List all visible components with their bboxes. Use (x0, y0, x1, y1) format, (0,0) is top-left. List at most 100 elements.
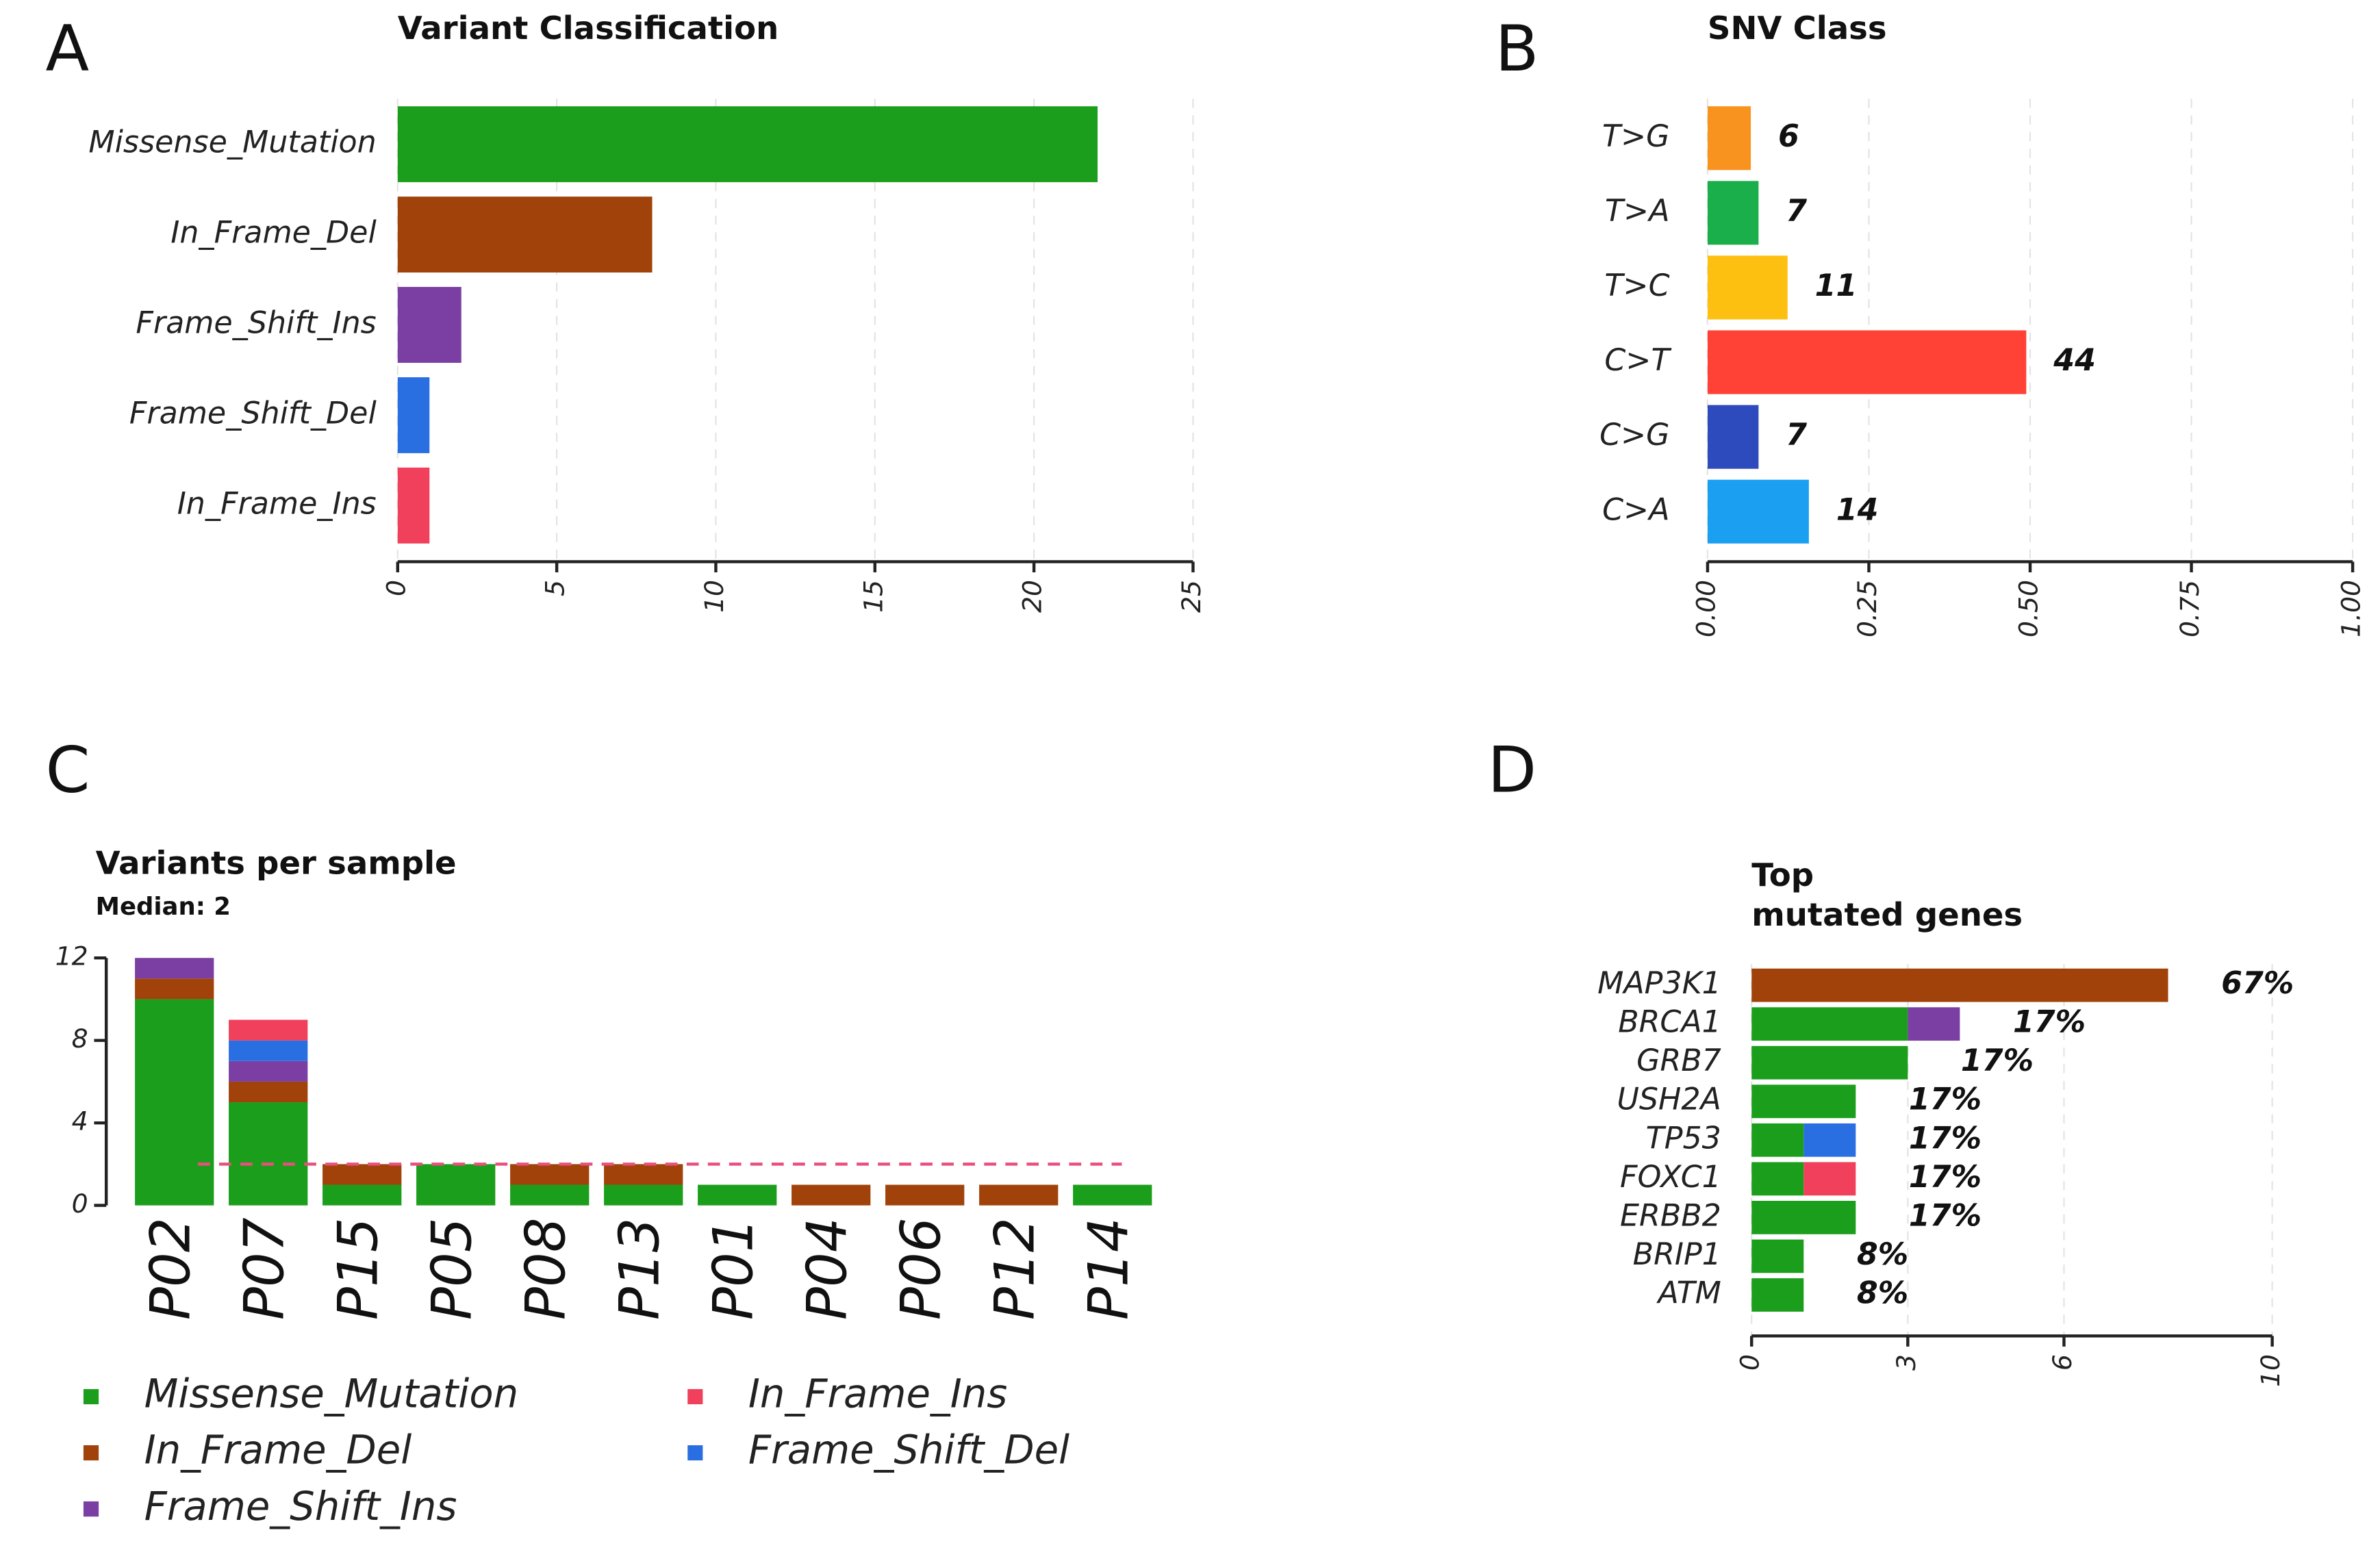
x-tick-label: 0.50 (2014, 580, 2044, 637)
subtitle: Median: 2 (96, 893, 231, 921)
category-label: In_Frame_Del (170, 216, 377, 251)
bar-segment (1751, 1045, 1908, 1080)
bar (1707, 255, 1788, 320)
x-tick-label: P13 (608, 1217, 672, 1320)
data-label: 67% (2221, 966, 2294, 1001)
data-label: 17% (1909, 1160, 1982, 1195)
bar (1707, 330, 2027, 394)
x-tick-label: 0.25 (1852, 580, 1882, 637)
bar-segment (1803, 1123, 1856, 1157)
category-label: MAP3K1 (1597, 966, 1721, 1001)
bar (397, 106, 1098, 183)
bar-segment (510, 1184, 590, 1206)
bar-segment (416, 1164, 496, 1206)
legend-swatch (83, 1445, 99, 1461)
bar-segment (604, 1164, 683, 1185)
bar (397, 467, 430, 544)
bar (1707, 181, 1759, 245)
x-tick-label: 1.00 (2336, 580, 2366, 637)
x-tick-label: 25 (1176, 580, 1206, 613)
legend-swatch (687, 1388, 703, 1405)
y-tick-label: 4 (72, 1106, 88, 1136)
x-tick-label: 5 (540, 580, 570, 596)
category-label: Missense_Mutation (88, 125, 376, 160)
chart-title: Variants per sample (96, 844, 457, 881)
x-tick-label: P12 (983, 1217, 1047, 1320)
x-tick-label: P04 (796, 1217, 859, 1320)
bar-segment (229, 1019, 308, 1041)
data-label: 17% (1961, 1043, 2034, 1078)
data-label: 6 (1778, 119, 1799, 154)
bar-segment (1751, 1239, 1804, 1273)
bar (397, 377, 430, 453)
x-tick-label: P08 (514, 1217, 578, 1320)
data-label: 14 (1836, 492, 1879, 527)
bar-segment (1751, 1123, 1804, 1157)
x-tick-label: 3 (1891, 1354, 1921, 1371)
bar-segment (322, 1184, 402, 1206)
x-tick-label: P02 (139, 1217, 203, 1320)
category-label: BRIP1 (1633, 1237, 1721, 1272)
bar-segment (510, 1164, 590, 1185)
panel-label: C (46, 733, 90, 806)
bar-segment (322, 1164, 402, 1185)
bar-segment (604, 1184, 683, 1206)
chart-title: Variant Classification (398, 10, 778, 47)
category-label: USH2A (1617, 1082, 1721, 1117)
x-tick-label: 20 (1017, 580, 1048, 613)
legend-label: Missense_Mutation (144, 1371, 519, 1417)
bar (1707, 106, 1751, 170)
category-label: ATM (1656, 1275, 1721, 1310)
category-label: ERBB2 (1620, 1198, 1721, 1233)
bar-segment (792, 1184, 871, 1206)
category-label: BRCA1 (1618, 1005, 1721, 1040)
bar-segment (135, 999, 214, 1206)
legend-label: In_Frame_Del (144, 1427, 412, 1473)
data-label: 17% (2013, 1005, 2086, 1040)
category-label: T>A (1605, 194, 1670, 229)
category-label: Frame_Shift_Ins (136, 306, 376, 341)
category-label: Frame_Shift_Del (129, 396, 377, 431)
bar-segment (1751, 1278, 1804, 1312)
bar-segment (229, 1040, 308, 1061)
bar-segment (1751, 1200, 1856, 1234)
x-tick-label: 10 (2255, 1354, 2286, 1387)
category-label: C>G (1599, 418, 1669, 453)
y-tick-label: 12 (55, 941, 88, 971)
y-tick-label: 8 (72, 1024, 88, 1054)
bar-segment (1751, 968, 2168, 1002)
x-tick-label: 0 (381, 580, 411, 596)
x-tick-label: P05 (420, 1217, 484, 1320)
data-label: 8% (1857, 1237, 1908, 1272)
data-label: 17% (1909, 1082, 1982, 1117)
category-label: C>T (1604, 343, 1671, 378)
category-label: T>C (1604, 268, 1669, 303)
x-tick-label: P14 (1077, 1217, 1141, 1320)
bar-segment (229, 1060, 308, 1082)
legend-swatch (83, 1501, 99, 1517)
bar (397, 196, 653, 273)
bar-segment (135, 958, 214, 979)
data-label: 44 (2053, 343, 2096, 378)
legend-swatch (83, 1388, 99, 1405)
bar-segment (698, 1184, 777, 1206)
x-tick-label: 10 (699, 580, 729, 613)
category-label: In_Frame_Ins (177, 486, 377, 521)
x-tick-label: P15 (327, 1217, 390, 1320)
category-label: C>A (1602, 492, 1669, 527)
x-tick-label: P06 (889, 1217, 953, 1320)
bar-segment (1073, 1184, 1152, 1206)
legend-swatch (687, 1445, 703, 1461)
bar-segment (1751, 1084, 1856, 1119)
category-label: TP53 (1646, 1121, 1721, 1156)
chart-title: Top (1751, 856, 1814, 893)
bar (1707, 479, 1809, 544)
panel-label: A (46, 12, 90, 86)
bar-segment (1908, 1007, 1960, 1041)
legend-label: Frame_Shift_Ins (144, 1483, 457, 1529)
x-tick-label: 0.00 (1691, 580, 1721, 637)
data-label: 8% (1857, 1275, 1908, 1310)
category-label: T>G (1602, 119, 1670, 154)
data-label: 11 (1815, 268, 1858, 303)
